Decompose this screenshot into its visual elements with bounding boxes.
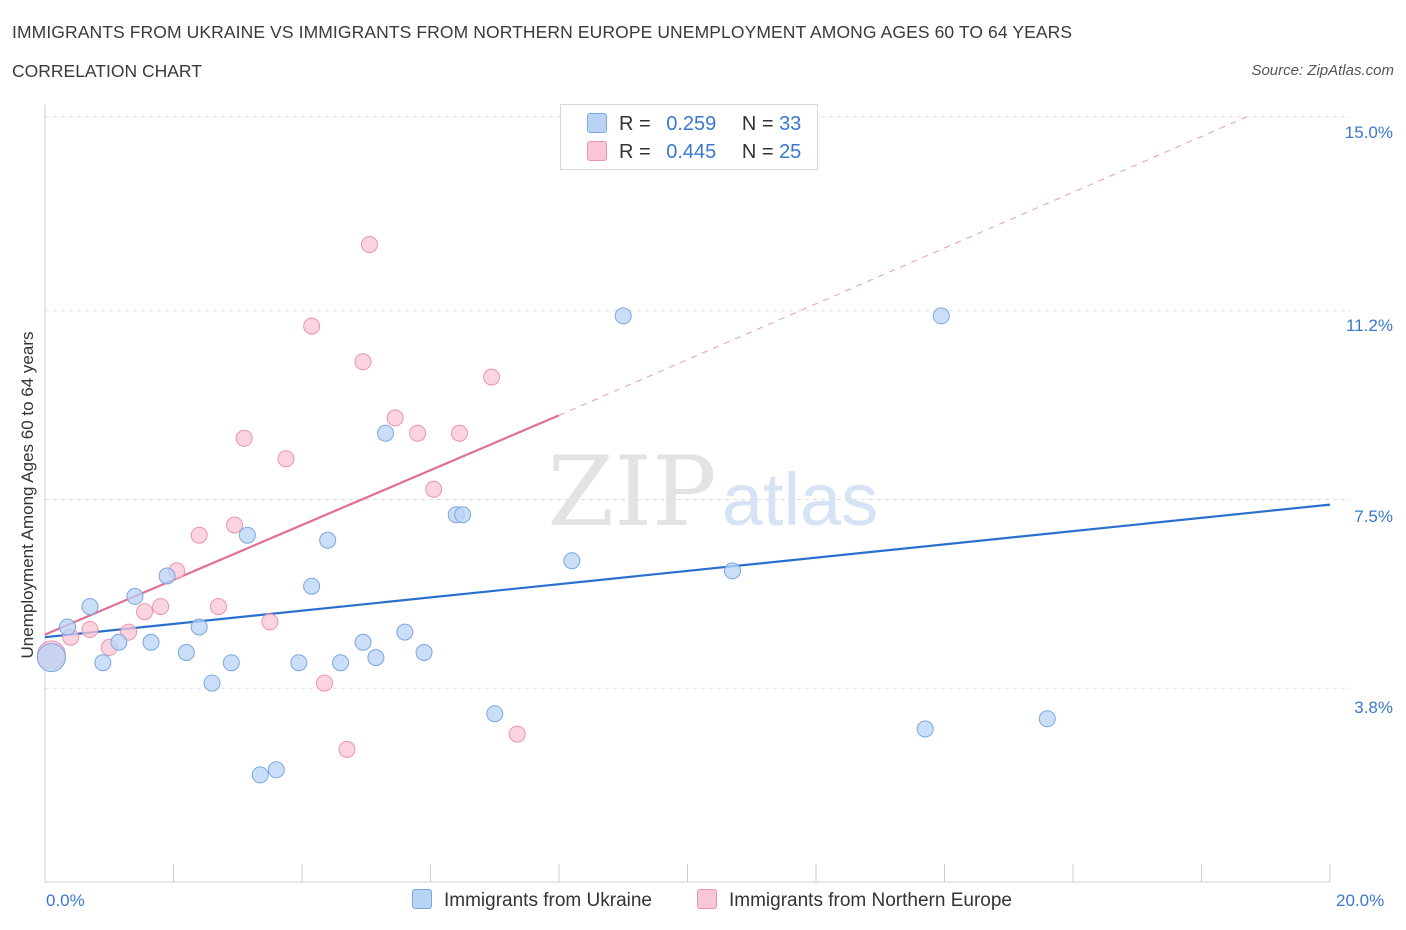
ukraine-point — [203, 674, 221, 692]
ukraine-point — [332, 654, 350, 672]
ukraine-point — [81, 598, 99, 616]
axis-layer — [44, 105, 1331, 883]
legend-label: Immigrants from Northern Europe — [729, 890, 1012, 911]
r-label: R = — [619, 113, 651, 135]
ukraine-point — [267, 761, 285, 779]
points-layer — [36, 236, 1056, 784]
ukraine-point — [396, 623, 414, 641]
ukraine-point — [723, 562, 741, 580]
ukraine-point — [614, 307, 632, 325]
northern-europe-point — [354, 353, 372, 371]
n-label: N = — [741, 113, 774, 135]
correlation-legend: R = 0.259 N = 33 R = 0.445 N = 25 — [560, 104, 818, 170]
trend-layer — [44, 116, 1331, 639]
chart-title: IMMIGRANTS FROM UKRAINE VS IMMIGRANTS FR… — [12, 22, 1073, 42]
ukraine-point — [126, 587, 144, 605]
zipatlas-watermark: ZIP atlas — [547, 436, 878, 548]
y-tick-label: 7.5% — [1354, 507, 1393, 526]
legend-row-northern-europe: R = 0.445 N = 25 — [587, 141, 801, 165]
n-value: 33 — [779, 113, 802, 135]
northern-europe-point — [152, 598, 170, 616]
northern-europe-point — [386, 409, 404, 427]
northern-europe-point — [81, 621, 99, 639]
ukraine-point — [222, 654, 240, 672]
ukraine-point — [36, 643, 66, 673]
ukraine-point — [377, 424, 395, 442]
ukraine-point — [158, 567, 176, 585]
ukraine-point — [1038, 710, 1056, 728]
northern-europe-point — [409, 424, 427, 442]
y-tick-label: 3.8% — [1354, 698, 1393, 717]
ukraine-point — [454, 506, 472, 524]
northern-europe-point — [261, 613, 279, 631]
northern-europe-point — [315, 674, 333, 692]
ukraine-trend-line — [44, 503, 1331, 639]
y-tick-label: 15.0% — [1344, 123, 1393, 142]
ukraine-point — [142, 633, 160, 651]
ukraine-point — [319, 531, 337, 549]
r-value: 0.259 — [666, 113, 717, 135]
y-tick-label: 11.2% — [1346, 316, 1393, 335]
legend-row-ukraine: R = 0.259 N = 33 — [587, 113, 801, 137]
ukraine-point — [486, 705, 504, 723]
ukraine-point — [367, 649, 385, 667]
ukraine-point — [251, 766, 269, 784]
ukraine-point — [177, 644, 195, 661]
northern-europe-point — [303, 317, 321, 335]
northern-europe-point — [338, 740, 356, 758]
ukraine-point — [190, 618, 208, 636]
r-label: R = — [619, 141, 651, 163]
ukraine-point — [916, 720, 934, 738]
northern-europe-point — [235, 429, 253, 447]
ukraine-point — [415, 644, 433, 661]
northern-europe-point — [360, 236, 378, 253]
ukraine-point — [303, 577, 321, 595]
ukraine-point — [932, 307, 950, 325]
ukraine-swatch — [587, 113, 607, 133]
ukraine-point — [563, 552, 581, 570]
northern-europe-point — [277, 450, 295, 468]
northern-europe-point — [450, 424, 468, 442]
x-tick-label: 20.0% — [1336, 891, 1385, 910]
northern-europe-swatch — [697, 889, 717, 909]
northern-europe-point — [508, 725, 526, 743]
northern-europe-point — [425, 480, 443, 498]
watermark-atlas: atlas — [722, 458, 878, 541]
northern-europe-point — [136, 603, 154, 621]
northern-europe-point — [226, 516, 244, 534]
northern-europe-trend-extrapolation — [558, 116, 1247, 416]
legend-label: Immigrants from Ukraine — [444, 890, 652, 911]
ukraine-point — [58, 618, 76, 636]
y-axis-label: Unemployment Among Ages 60 to 64 years — [18, 331, 37, 659]
ukraine-point — [110, 633, 128, 651]
ukraine-point — [290, 654, 308, 672]
legend-item-ukraine[interactable]: Immigrants from Ukraine — [412, 889, 652, 912]
northern-europe-point — [209, 598, 227, 616]
northern-europe-swatch — [587, 141, 607, 161]
grid-layer — [45, 116, 1350, 689]
source-credit: Source: ZipAtlas.com — [1251, 62, 1394, 79]
watermark-zip: ZIP — [547, 436, 716, 548]
r-value: 0.445 — [666, 141, 717, 163]
northern-europe-point — [483, 368, 501, 386]
ukraine-point — [238, 526, 256, 544]
northern-europe-point — [190, 526, 208, 544]
n-value: 25 — [779, 141, 802, 163]
northern-europe-trend-line — [44, 414, 560, 636]
n-label: N = — [741, 141, 774, 163]
legend-item-northern-europe[interactable]: Immigrants from Northern Europe — [697, 889, 1012, 912]
ukraine-point — [354, 633, 372, 651]
ukraine-swatch — [412, 889, 432, 909]
chart-subtitle: CORRELATION CHART — [12, 61, 202, 81]
x-tick-label: 0.0% — [46, 891, 85, 910]
ukraine-point — [94, 654, 112, 672]
